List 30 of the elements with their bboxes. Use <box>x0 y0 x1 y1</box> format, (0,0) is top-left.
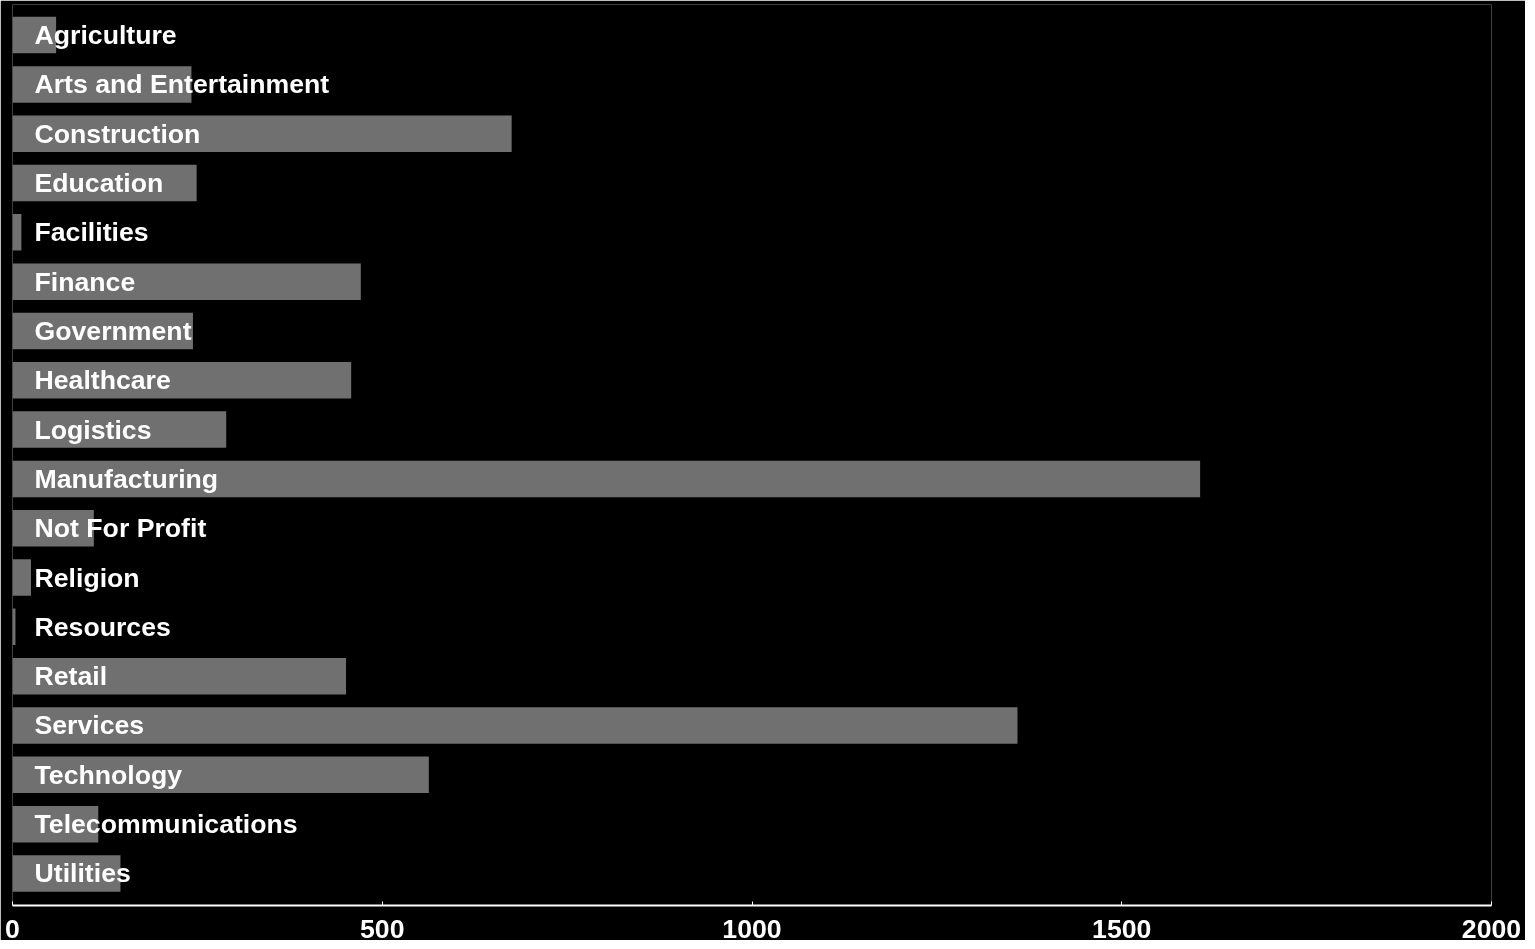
y-tick-label: Telecommunications <box>34 809 298 840</box>
y-tick-label: Construction <box>34 118 201 149</box>
x-tick-label: 2000 <box>1461 913 1522 944</box>
y-tick-label: Technology <box>34 759 183 790</box>
bar <box>12 657 347 695</box>
y-tick-label: Religion <box>34 562 140 593</box>
y-tick-label: Facilities <box>34 217 149 248</box>
y-tick-label: Manufacturing <box>34 463 219 494</box>
y-tick-label: Finance <box>34 266 136 297</box>
y-tick-label: Healthcare <box>34 365 171 396</box>
bar <box>12 214 22 251</box>
bar <box>12 559 31 596</box>
bar <box>12 115 512 152</box>
y-tick-label: Resources <box>34 611 171 642</box>
x-tick-label: 1500 <box>1092 913 1152 944</box>
y-tick-label: Logistics <box>34 414 152 445</box>
x-tick-label: 1000 <box>722 913 782 944</box>
x-tick-label: 500 <box>360 913 405 944</box>
bar <box>12 460 1201 498</box>
y-tick-label: Arts and Entertainment <box>34 69 330 100</box>
y-tick-label: Agriculture <box>34 20 177 51</box>
y-tick-label: Education <box>34 168 164 199</box>
y-tick-label: Not For Profit <box>34 513 207 544</box>
x-tick-label: 0 <box>5 913 20 944</box>
bar <box>12 362 352 399</box>
bar <box>12 263 361 300</box>
bar <box>12 707 1018 744</box>
y-tick-label: Retail <box>34 661 108 692</box>
y-tick-label: Services <box>34 710 145 741</box>
y-tick-label: Government <box>34 315 192 346</box>
